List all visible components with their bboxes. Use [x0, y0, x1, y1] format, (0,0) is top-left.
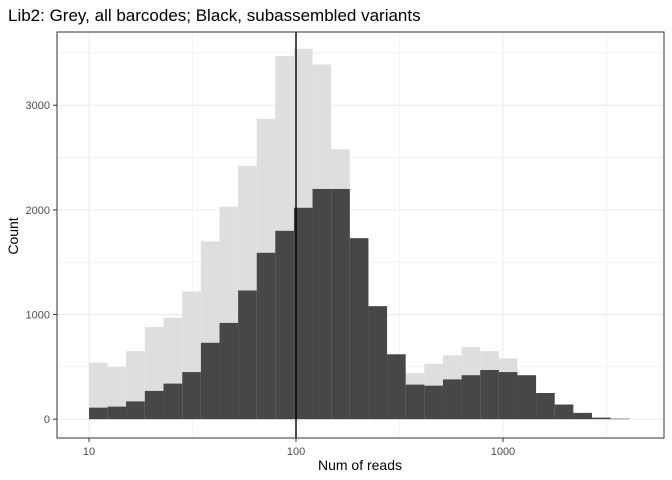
black-bar	[442, 379, 462, 420]
black-bar	[256, 252, 276, 420]
grey-bar	[107, 366, 127, 420]
black-bar	[498, 372, 518, 420]
x-axis-title: Num of reads	[318, 457, 402, 473]
black-bar	[144, 390, 164, 420]
black-bar	[554, 404, 574, 420]
black-bar	[200, 342, 220, 420]
black-bar	[275, 230, 294, 420]
black-bar	[219, 322, 239, 420]
black-bar	[536, 393, 555, 420]
black-bar	[182, 372, 201, 420]
black-bar	[331, 188, 350, 420]
black-bar	[480, 369, 499, 420]
black-bar	[349, 238, 369, 420]
black-bar	[368, 306, 388, 420]
black-bar	[126, 401, 145, 420]
x-tick-label: 100	[287, 446, 305, 458]
black-bar	[312, 188, 332, 420]
y-tick-label: 1000	[26, 310, 50, 322]
black-bar	[89, 407, 108, 420]
black-bar	[387, 354, 406, 420]
black-bar	[424, 385, 443, 420]
y-tick-label: 2000	[26, 205, 50, 217]
black-bar	[610, 418, 630, 420]
y-tick-label: 3000	[26, 100, 50, 112]
y-axis-title: Count	[5, 217, 21, 254]
black-bar	[293, 207, 313, 420]
chart-title: Lib2: Grey, all barcodes; Black, subasse…	[8, 6, 421, 25]
black-bar	[573, 412, 592, 420]
y-tick-label: 0	[44, 414, 50, 426]
black-bar	[461, 375, 481, 420]
black-bar	[238, 290, 257, 420]
x-tick-label: 1000	[491, 446, 515, 458]
x-axis-ticks: 10 100 1000	[83, 438, 515, 458]
grey-bar	[89, 362, 108, 420]
black-bar	[517, 375, 537, 420]
subassembled-variants-bars	[89, 188, 630, 420]
black-bar	[405, 384, 425, 420]
black-bar	[591, 417, 611, 420]
black-bar	[107, 406, 127, 420]
x-tick-label: 10	[83, 446, 95, 458]
panel-border	[56, 31, 665, 439]
y-axis-ticks: 0 1000 2000 3000	[26, 100, 57, 426]
black-bar	[163, 383, 183, 420]
